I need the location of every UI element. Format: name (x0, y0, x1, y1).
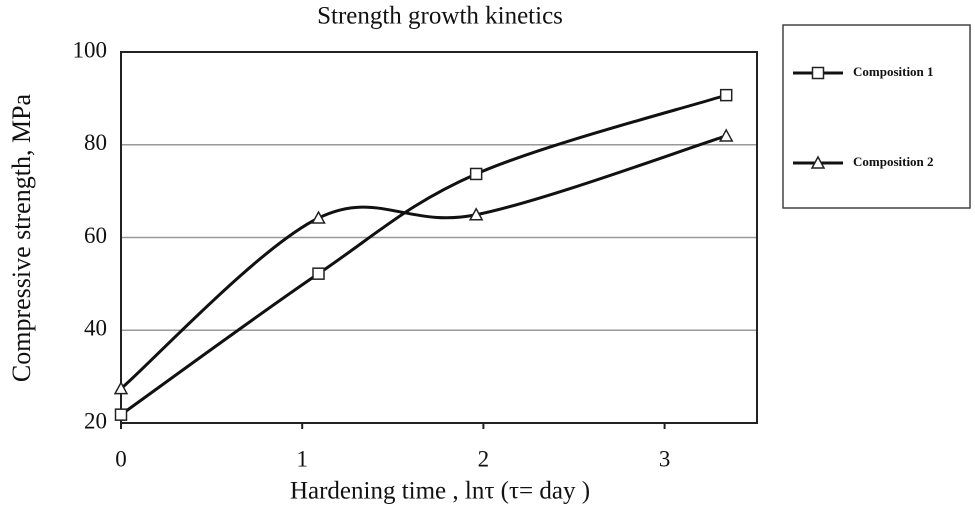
legend-marker (810, 155, 826, 169)
legend-box (782, 24, 971, 209)
marker (114, 408, 128, 421)
x-tick-label: 3 (659, 446, 671, 471)
x-tick-label: 0 (115, 446, 127, 471)
x-tick-label: 1 (296, 446, 308, 471)
y-axis-label: Compressive strength, MPa (7, 93, 36, 382)
marker (312, 267, 325, 280)
marker (468, 207, 484, 221)
marker (311, 210, 326, 224)
plot-frame (120, 51, 758, 424)
marker (718, 128, 734, 142)
x-axis-label: Hardening time , lnτ (τ= day ) (290, 478, 590, 505)
series-line (120, 93, 727, 416)
x-tick-label: 2 (478, 446, 490, 471)
marker (719, 88, 733, 102)
series-line (120, 134, 727, 390)
marker (469, 167, 483, 181)
chart-title: Strength growth kinetics (317, 3, 563, 30)
y-tick-label: 100 (73, 37, 108, 62)
y-tick-label: 60 (84, 223, 107, 248)
y-tick-label: 20 (84, 408, 107, 433)
legend-marker (811, 66, 825, 80)
y-tick-label: 40 (84, 316, 107, 341)
legend-label: Composition 2 (853, 154, 934, 169)
legend-label: Composition 1 (853, 64, 934, 79)
marker (113, 381, 129, 395)
y-tick-label: 80 (84, 130, 107, 155)
